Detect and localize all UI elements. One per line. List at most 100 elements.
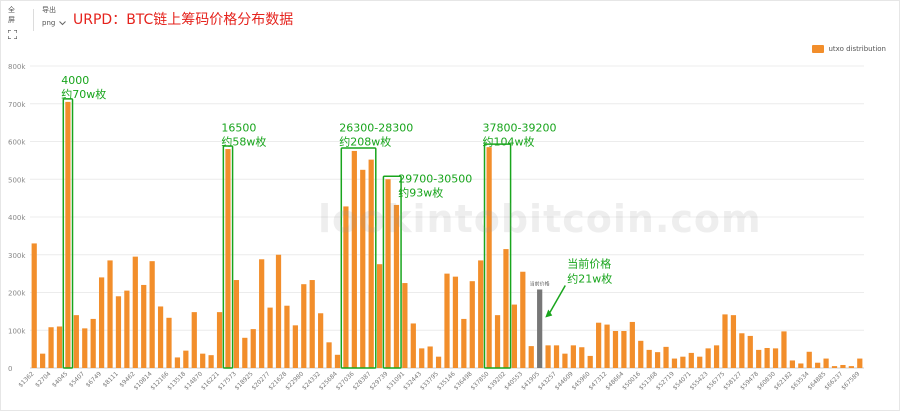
bar (781, 331, 787, 368)
bar (191, 312, 197, 368)
x-tick-label: $6749 (85, 370, 104, 389)
export-format-value: png (42, 19, 56, 27)
bar (40, 353, 46, 368)
bar (98, 277, 105, 368)
bar (73, 315, 79, 368)
bar (815, 362, 821, 368)
bar (318, 313, 324, 368)
bar (343, 206, 349, 368)
y-tick-label: 600k (8, 139, 26, 147)
bar (772, 348, 779, 368)
bar (511, 304, 518, 368)
chart-legend[interactable]: utxo distribution (812, 45, 886, 53)
bar (200, 353, 206, 368)
bar (840, 364, 846, 368)
current-price-sublabel: 约21w枚 (567, 271, 612, 285)
bar (798, 363, 804, 368)
bar (174, 357, 181, 368)
bar (764, 347, 770, 368)
bar (461, 318, 467, 368)
bar (427, 346, 433, 368)
x-tick-label: $67589 (840, 370, 861, 391)
bar (82, 328, 88, 368)
chart-title: URPD：BTC链上筹码价格分布数据 (73, 12, 294, 28)
annotation-box (483, 143, 512, 369)
bar (654, 352, 661, 368)
y-tick-label: 500k (8, 176, 26, 184)
y-tick-label: 800k (8, 63, 26, 71)
annotation-sublabel: 约70w枚 (61, 87, 106, 101)
bar (250, 329, 256, 368)
bar (31, 243, 37, 368)
bar (233, 280, 240, 368)
bar (663, 346, 669, 368)
bar (848, 366, 854, 368)
bar (259, 259, 265, 368)
bar (494, 315, 501, 368)
bar (579, 347, 585, 368)
annotation-box (62, 98, 74, 369)
bar (141, 284, 147, 368)
bar (612, 331, 619, 368)
bar (722, 314, 728, 368)
bar (469, 281, 475, 368)
current-price-arrow (548, 285, 566, 314)
annotation-box (340, 147, 377, 369)
bar (183, 350, 189, 368)
bar (351, 150, 357, 368)
bar (216, 312, 223, 368)
bar (697, 356, 703, 368)
annotation-label: 29700-30500 (398, 172, 472, 185)
bar (713, 345, 720, 368)
bar (368, 159, 374, 368)
annotation-label: 4000 (61, 74, 89, 87)
bar (107, 260, 113, 368)
bar (545, 345, 551, 368)
bar (115, 296, 122, 368)
bar (705, 348, 711, 368)
bar (688, 352, 694, 368)
bar (739, 333, 745, 368)
bar (435, 356, 442, 368)
y-tick-label: 700k (8, 101, 26, 109)
bar (166, 317, 172, 368)
current-price-arrowhead (545, 309, 553, 318)
bar (301, 284, 307, 368)
bar (553, 345, 560, 368)
legend-label: utxo distribution (828, 45, 886, 53)
bar (124, 290, 130, 368)
bar (360, 169, 366, 368)
bar (402, 283, 408, 368)
bar (503, 249, 509, 368)
annotation-box (382, 175, 402, 369)
chevron-down-icon (59, 20, 67, 25)
bar (528, 346, 534, 368)
annotation-sublabel: 约58w枚 (221, 134, 266, 148)
bar (90, 318, 96, 368)
legend-swatch (812, 45, 825, 53)
bar (671, 358, 678, 368)
bar (56, 326, 63, 368)
bar (587, 355, 593, 368)
export-button[interactable]: 导出 png (42, 5, 67, 27)
y-tick-label: 0 (8, 365, 12, 373)
bar (823, 358, 829, 368)
bar (292, 325, 298, 368)
y-tick-label: 200k (8, 290, 26, 298)
bar (831, 366, 838, 368)
fullscreen-label: 全屏 (8, 6, 15, 24)
bar (621, 331, 627, 368)
bar (486, 147, 492, 368)
bar (570, 345, 576, 368)
bar (747, 335, 753, 368)
bar (284, 305, 290, 368)
annotation-box (222, 145, 234, 369)
y-tick-label: 400k (8, 214, 26, 222)
y-tick-label: 300k (8, 252, 26, 260)
bar (65, 101, 71, 369)
annotation-label: 37800-39200 (483, 121, 557, 134)
bar (242, 337, 248, 368)
x-tick-label: $5407 (68, 370, 87, 389)
bar (393, 204, 400, 368)
bar (132, 256, 138, 368)
